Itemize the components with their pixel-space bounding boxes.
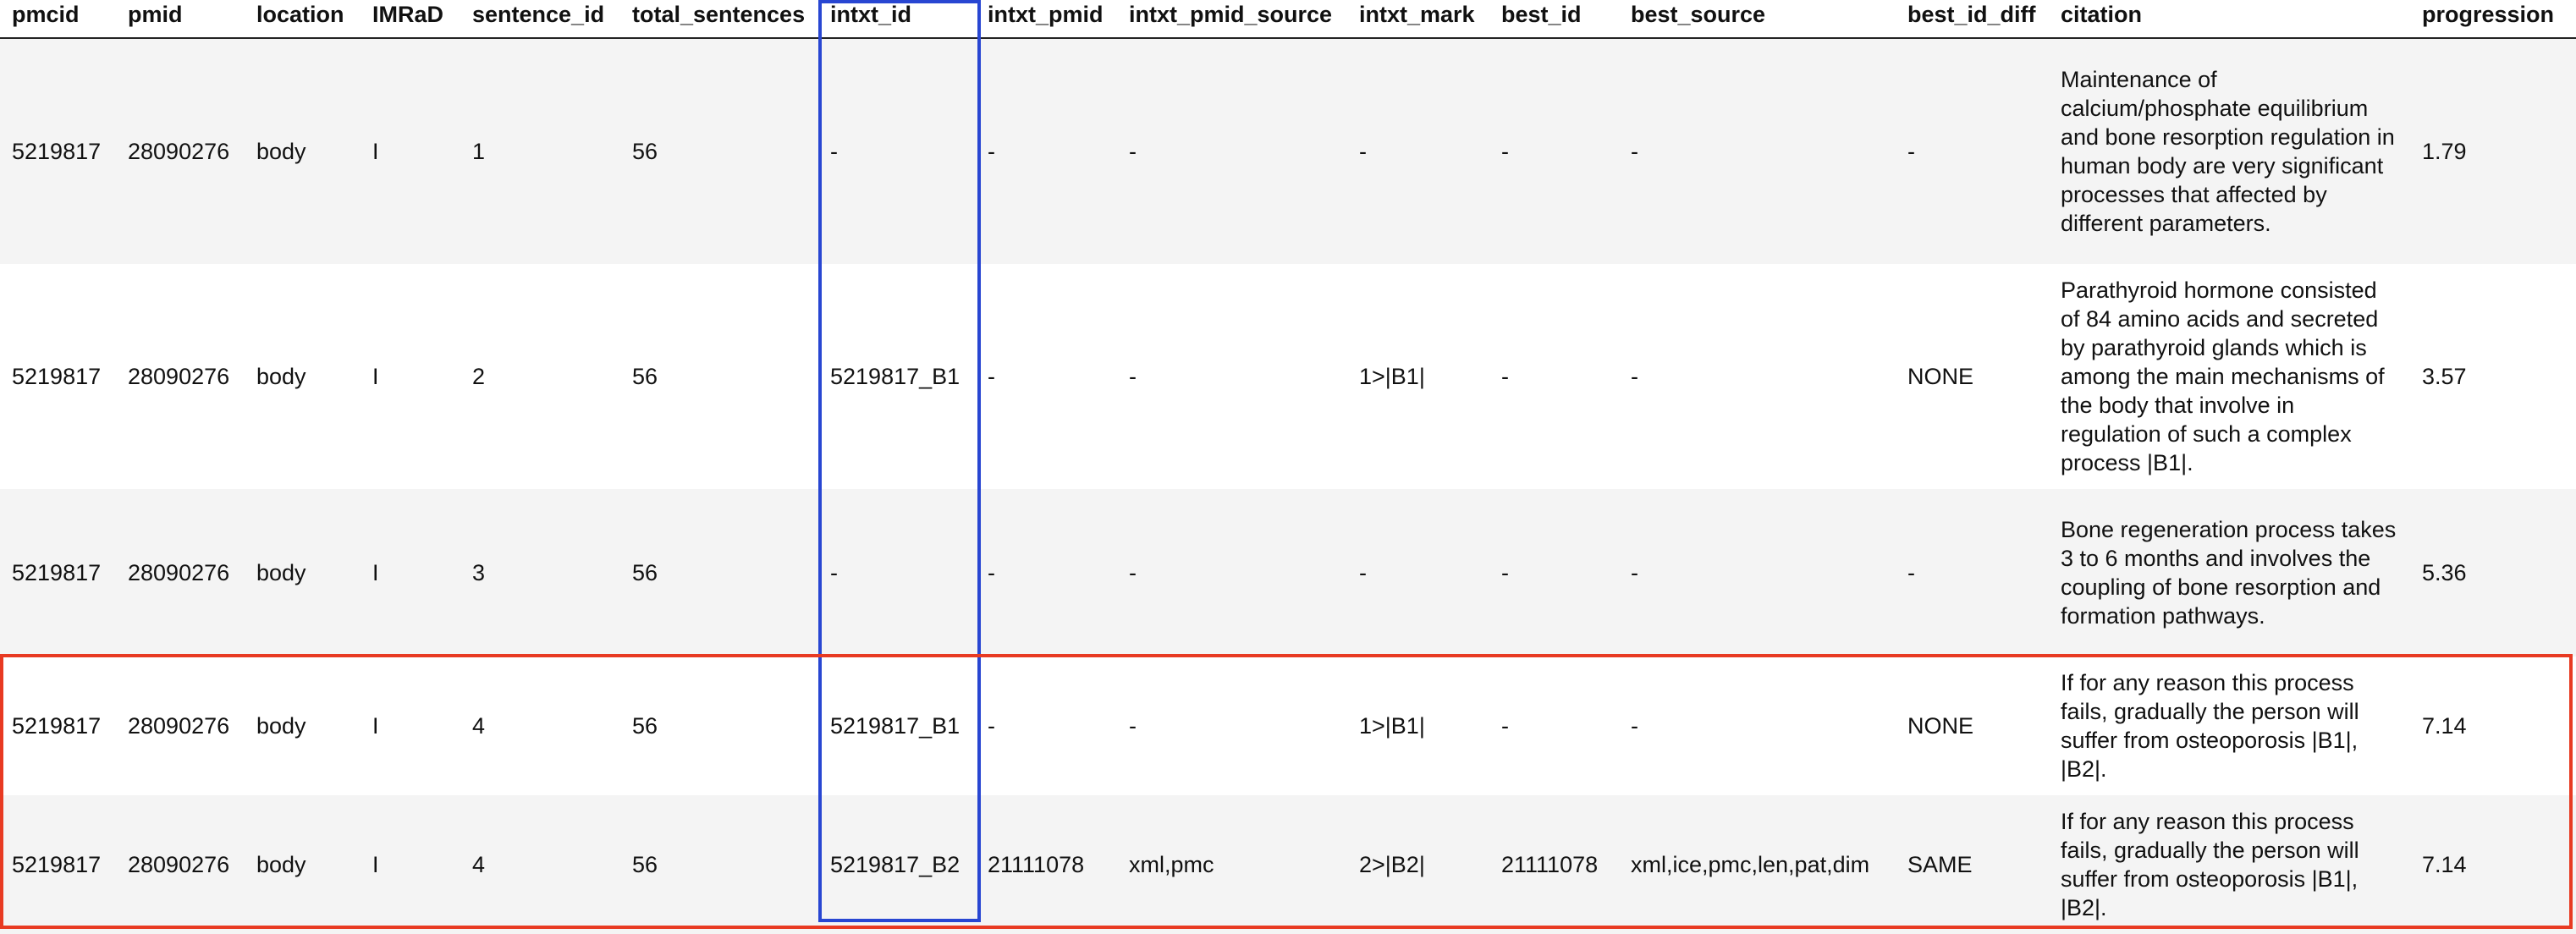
cell-pmid: 28090276	[128, 560, 230, 585]
cell-pmid: 28090276	[128, 364, 230, 389]
cell-citation: Maintenance of calcium/phosphate equilib…	[2061, 67, 2395, 236]
column-header-intxt-pmid-source[interactable]: intxt_pmid_source	[1117, 0, 1347, 39]
column-header-imrad[interactable]: IMRaD	[361, 0, 460, 39]
cell-best-id-diff: NONE	[1907, 364, 1974, 389]
cell-pmid: 28090276	[128, 713, 230, 739]
cell-pmcid: 5219817	[12, 713, 102, 739]
cell-location: body	[256, 364, 306, 389]
column-header-intxt-pmid[interactable]: intxt_pmid	[976, 0, 1117, 39]
cell-best-id-diff: SAME	[1907, 852, 1973, 877]
cell-intxt-id: -	[830, 560, 838, 585]
cell-total-sentences: 56	[632, 713, 658, 739]
cell-intxt-pmid: 21111078	[988, 852, 1085, 877]
cell-total-sentences: 56	[632, 560, 658, 585]
cell-best-id: -	[1501, 139, 1509, 164]
cell-imrad: I	[372, 852, 379, 877]
cell-intxt-pmid-source: -	[1129, 560, 1137, 585]
column-header-best-id-diff[interactable]: best_id_diff	[1896, 0, 2049, 39]
cell-best-id-diff: -	[1907, 560, 1915, 585]
cell-pmcid: 5219817	[12, 364, 102, 389]
cell-best-id: -	[1501, 560, 1509, 585]
cell-intxt-mark: -	[1359, 560, 1367, 585]
cell-pmcid: 5219817	[12, 852, 102, 877]
cell-intxt-mark: 2>|B2|	[1359, 852, 1425, 877]
cell-intxt-mark: 1>|B1|	[1359, 364, 1425, 389]
cell-intxt-pmid: -	[988, 560, 995, 585]
table-row[interactable]: 5219817 28090276 body I 2 56 5219817_B1 …	[0, 264, 2576, 489]
column-header-best-id[interactable]: best_id	[1489, 0, 1619, 39]
cell-location: body	[256, 713, 306, 739]
cell-best-source: -	[1631, 139, 1638, 164]
cell-sentence-id: 3	[472, 560, 486, 585]
cell-citation: Bone regeneration process takes 3 to 6 m…	[2061, 517, 2397, 629]
column-header-best-source[interactable]: best_source	[1619, 0, 1896, 39]
cell-intxt-id: 5219817_B1	[830, 713, 960, 739]
cell-best-id: -	[1501, 713, 1509, 739]
cell-location: body	[256, 560, 306, 585]
cell-progression: 1.79	[2422, 139, 2467, 164]
cell-progression: 3.57	[2422, 364, 2467, 389]
cell-pmcid: 5219817	[12, 139, 102, 164]
cell-progression: 7.14	[2422, 713, 2467, 739]
cell-progression: 5.36	[2422, 560, 2467, 585]
table-row[interactable]: 5219817 28090276 body I 3 56 - - - - - -…	[0, 489, 2576, 657]
cell-intxt-pmid-source: xml,pmc	[1129, 852, 1214, 877]
cell-intxt-mark: -	[1359, 139, 1367, 164]
column-header-citation[interactable]: citation	[2049, 0, 2410, 39]
cell-progression: 7.14	[2422, 852, 2467, 877]
cell-citation: If for any reason this process fails, gr…	[2061, 670, 2359, 782]
table-row[interactable]: 5219817 28090276 body I 4 56 5219817_B1 …	[0, 657, 2576, 795]
cell-best-id: -	[1501, 364, 1509, 389]
cell-total-sentences: 56	[632, 852, 658, 877]
cell-imrad: I	[372, 713, 379, 739]
column-header-progression[interactable]: progression	[2410, 0, 2576, 39]
column-header-location[interactable]: location	[245, 0, 361, 39]
cell-intxt-pmid: -	[988, 139, 995, 164]
cell-imrad: I	[372, 560, 379, 585]
cell-intxt-pmid-source: -	[1129, 713, 1137, 739]
cell-intxt-pmid-source: -	[1129, 139, 1137, 164]
cell-intxt-pmid-source: -	[1129, 364, 1137, 389]
cell-best-source: -	[1631, 560, 1638, 585]
cell-pmid: 28090276	[128, 852, 230, 877]
cell-best-id-diff: NONE	[1907, 713, 1974, 739]
cell-intxt-pmid: -	[988, 713, 995, 739]
cell-sentence-id: 4	[472, 713, 486, 739]
table-row[interactable]: 5219817 28090276 body I 1 56 - - - - - -…	[0, 38, 2576, 264]
cell-total-sentences: 56	[632, 364, 658, 389]
cell-intxt-id: 5219817_B1	[830, 364, 960, 389]
cell-best-source: -	[1631, 713, 1638, 739]
column-header-sentence-id[interactable]: sentence_id	[460, 0, 620, 39]
cell-best-source: -	[1631, 364, 1638, 389]
cell-citation: If for any reason this process fails, gr…	[2061, 809, 2359, 920]
cell-intxt-id: -	[830, 139, 838, 164]
cell-sentence-id: 1	[472, 139, 486, 164]
cell-sentence-id: 4	[472, 852, 486, 877]
column-header-pmcid[interactable]: pmcid	[0, 0, 116, 39]
cell-best-id: 21111078	[1501, 852, 1599, 877]
column-header-total-sentences[interactable]: total_sentences	[620, 0, 818, 39]
cell-pmid: 28090276	[128, 139, 230, 164]
cell-total-sentences: 56	[632, 139, 658, 164]
cell-best-source: xml,ice,pmc,len,pat,dim	[1631, 852, 1870, 877]
column-header-intxt-id[interactable]: intxt_id	[818, 0, 976, 39]
cell-intxt-pmid: -	[988, 364, 995, 389]
column-header-intxt-mark[interactable]: intxt_mark	[1347, 0, 1489, 39]
cell-imrad: I	[372, 139, 379, 164]
cell-location: body	[256, 852, 306, 877]
cell-intxt-id: 5219817_B2	[830, 852, 960, 877]
cell-citation: Parathyroid hormone consisted of 84 amin…	[2061, 277, 2385, 475]
cell-location: body	[256, 139, 306, 164]
cell-best-id-diff: -	[1907, 139, 1915, 164]
table-row[interactable]: 5219817 28090276 body I 4 56 5219817_B2 …	[0, 795, 2576, 934]
cell-pmcid: 5219817	[12, 560, 102, 585]
cell-imrad: I	[372, 364, 379, 389]
cell-intxt-mark: 1>|B1|	[1359, 713, 1425, 739]
column-header-pmid[interactable]: pmid	[116, 0, 245, 39]
header-row: pmcid pmid location IMRaD sentence_id to…	[0, 0, 2576, 39]
cell-sentence-id: 2	[472, 364, 486, 389]
